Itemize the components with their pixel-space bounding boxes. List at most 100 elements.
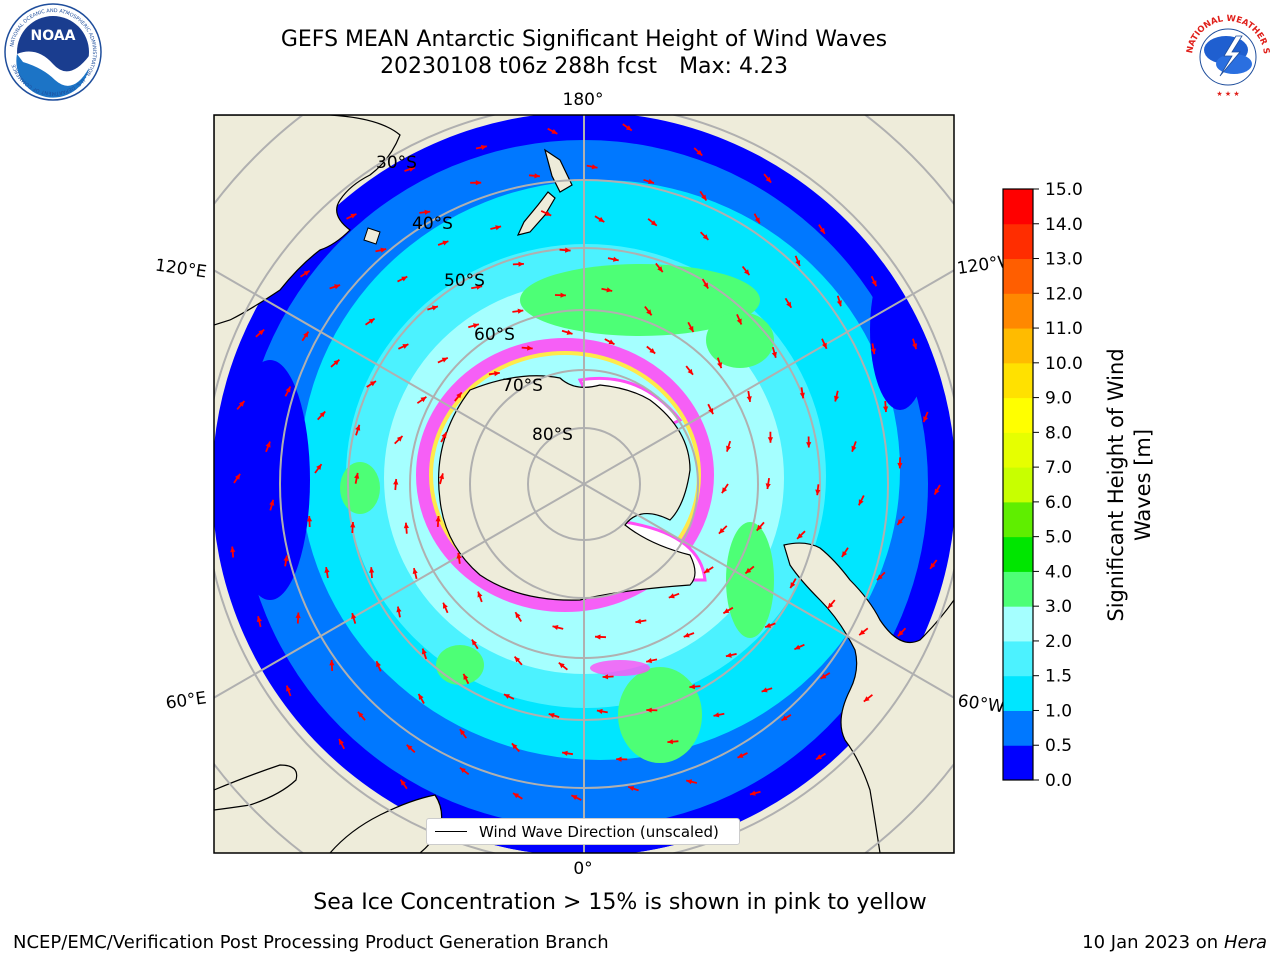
wave-patch-atlantic	[618, 667, 702, 763]
wave-direction-arrowhead	[870, 348, 876, 355]
wave-direction-arrowhead	[369, 567, 375, 573]
wave-direction-arrowhead	[350, 522, 356, 528]
wave-direction-arrowhead	[649, 348, 656, 354]
wave-direction-arrowhead	[406, 744, 413, 751]
wave-direction-arrowhead	[441, 432, 447, 439]
wave-direction-arrowhead	[657, 266, 663, 273]
wave-direction-arrowhead	[376, 661, 381, 668]
colorbar-tick-label: 13.0	[1045, 250, 1083, 270]
wave-direction-arrowhead	[767, 437, 773, 443]
wave-direction-arrowhead	[283, 555, 289, 562]
colorbar-tick-label: 6.0	[1045, 493, 1072, 513]
wave-direction-arrowhead	[286, 685, 291, 692]
colorbar-swatch	[1003, 710, 1033, 746]
wave-direction-arrowhead	[439, 473, 444, 480]
wave-direction-arrowhead	[795, 260, 801, 266]
wave-direction-arrowhead	[606, 287, 613, 293]
wave-direction-arrowhead	[258, 329, 265, 336]
wave-direction-arrowhead	[548, 713, 555, 718]
wave-direction-arrowhead	[354, 472, 360, 479]
wave-direction-arrowhead	[495, 225, 502, 231]
lat-label-60s: 60°S	[474, 325, 515, 345]
wave-direction-arrowhead	[859, 629, 866, 636]
wave-direction-arrowhead	[863, 696, 870, 702]
wave-direction-arrowhead	[476, 284, 483, 290]
wave-direction-arrowhead	[625, 125, 632, 131]
wave-direction-arrowhead	[566, 329, 573, 335]
wave-direction-arrowhead	[819, 227, 825, 234]
wave-direction-arrowhead	[799, 392, 805, 399]
wave-direction-arrowhead	[688, 326, 694, 332]
colorbar-tick-label: 10.0	[1045, 354, 1083, 374]
wave-patch-pacific	[520, 264, 760, 336]
australia-land	[214, 115, 401, 326]
lon-label-60e: 60°E	[165, 688, 208, 713]
wind-wave-arrows	[230, 123, 941, 839]
wave-direction-arrowhead	[602, 674, 609, 680]
wave-direction-arrowhead	[235, 473, 241, 480]
colorbar-swatch	[1003, 606, 1033, 642]
wave-direction-arrowhead	[562, 750, 568, 756]
wave-direction-arrowhead	[368, 318, 375, 324]
wave-direction-arrowhead	[790, 582, 796, 589]
figure-subtitle: 20230108 t06z 288h fcst Max: 4.23	[0, 54, 1168, 80]
wave-direction-arrowhead	[689, 684, 695, 690]
wave-direction-arrowhead	[329, 659, 335, 666]
wave-direction-arrowhead	[400, 779, 406, 786]
wave-direction-arrowhead	[403, 522, 409, 529]
colorbar-tick-label: 0.5	[1045, 736, 1072, 756]
wave-direction-arrowhead	[511, 743, 518, 750]
wave-direction-arrowhead	[858, 499, 864, 506]
colorbar-tick-label: 1.0	[1045, 701, 1072, 721]
wave-direction-arrowhead	[708, 408, 714, 415]
wave-direction-arrowhead	[350, 213, 357, 219]
wave-direction-arrowhead	[737, 753, 744, 758]
wave-direction-arrowhead	[595, 634, 601, 640]
wave-direction-arrowhead	[401, 276, 408, 282]
wave-direction-arrowhead	[456, 552, 462, 559]
lon-label-180: 180°	[563, 90, 604, 110]
wave-direction-arrowhead	[781, 715, 788, 721]
tasmania-land	[363, 227, 381, 245]
wave-direction-arrowhead	[754, 217, 760, 224]
wave-direction-arrowhead	[558, 662, 565, 669]
wave-direction-arrowhead	[431, 305, 438, 311]
wave-direction-arrowhead	[723, 608, 730, 614]
wave-direction-arrowhead	[608, 339, 615, 345]
map-frame	[213, 114, 955, 854]
wave-direction-arrowhead	[648, 178, 654, 184]
colorbar-swatch	[1003, 675, 1033, 711]
colorbar-swatch	[1003, 189, 1033, 225]
wave-direction-arrowhead	[534, 173, 540, 179]
footer-date-text: 10 Jan 2023 on	[1082, 932, 1219, 953]
wave-direction-arrowhead	[420, 396, 427, 403]
lat-label-30s: 30°S	[376, 153, 417, 173]
colorbar-label-line2: Waves [m]	[1131, 429, 1155, 541]
antarctica-land	[438, 375, 696, 601]
wave-direction-arrowhead	[477, 591, 483, 598]
wave-direction-arrowhead	[761, 687, 768, 693]
wave-direction-arrowhead	[822, 342, 827, 349]
wave-direction-arrowhead	[475, 180, 482, 186]
wave-direction-arrowhead	[421, 648, 427, 655]
wave-direction-arrowhead	[473, 323, 479, 329]
madagascar-land	[214, 764, 298, 811]
noaa-logo-text: NOAA	[31, 28, 76, 44]
wave-direction-arrowhead	[333, 359, 340, 366]
colorbar-tick-label: 14.0	[1045, 215, 1083, 235]
colorbar-tick-label: 0.0	[1045, 771, 1072, 791]
wave-direction-arrowhead	[786, 301, 792, 308]
wave-direction-arrowhead	[230, 546, 236, 553]
wave-direction-arrowhead	[736, 318, 742, 325]
wave-direction-arrowhead	[591, 164, 598, 170]
wave-direction-arrowhead	[702, 234, 709, 240]
wave-direction-arrowhead	[370, 381, 376, 387]
lat-label-40s: 40°S	[412, 214, 453, 234]
colorbar-swatch	[1003, 397, 1033, 433]
colorbar-swatch	[1003, 328, 1033, 364]
colorbar-tick-label: 5.0	[1045, 528, 1072, 548]
wave-direction-arrowhead	[303, 270, 310, 276]
wave-direction-arrowhead	[871, 280, 877, 287]
wave-direction-arrowhead	[517, 308, 524, 314]
wave-direction-arrowhead	[756, 524, 763, 531]
